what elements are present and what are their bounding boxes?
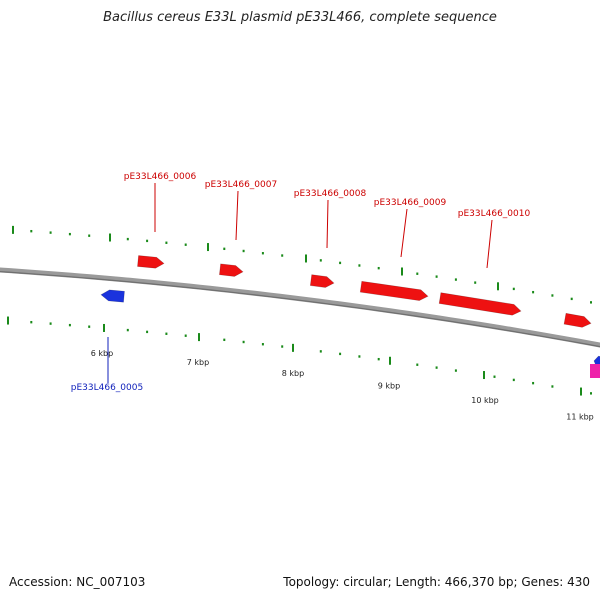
scale-label: 7 kbp bbox=[187, 358, 209, 367]
forward-gene-arrow[interactable] bbox=[309, 274, 335, 289]
gene-label[interactable]: pE33L466_0005 bbox=[71, 383, 143, 393]
gene-leader-line bbox=[400, 208, 408, 258]
scale-label: 6 kbp bbox=[91, 349, 113, 358]
forward-gene-arrow[interactable] bbox=[438, 292, 522, 317]
gene-label[interactable]: pE33L466_0009 bbox=[374, 198, 447, 208]
gene-leader-line bbox=[235, 190, 239, 241]
forward-gene-arrow[interactable] bbox=[563, 312, 592, 328]
gene-label[interactable]: pE33L466_0007 bbox=[205, 180, 277, 190]
accession-text: Accession: NC_007103 bbox=[9, 575, 146, 589]
pink-gene-block[interactable] bbox=[590, 364, 600, 378]
gene-leader-line bbox=[326, 199, 329, 249]
map-title: Bacillus cereus E33L plasmid pE33L466, c… bbox=[103, 10, 497, 25]
gene-label[interactable]: pE33L466_0006 bbox=[124, 172, 197, 182]
gene-label[interactable]: pE33L466_0008 bbox=[294, 189, 367, 199]
scale-label: 8 kbp bbox=[282, 369, 304, 378]
gene-leader-line bbox=[486, 219, 493, 269]
reverse-gene-arrow[interactable] bbox=[100, 289, 125, 303]
dna-backbone-shadow bbox=[0, 270, 600, 348]
topology-summary: Topology: circular; Length: 466,370 bp; … bbox=[283, 575, 590, 589]
dna-backbone bbox=[0, 267, 600, 348]
scale-label: 9 kbp bbox=[378, 382, 400, 391]
scale-label: 11 kbp bbox=[566, 412, 594, 421]
scale-label: 10 kbp bbox=[471, 396, 499, 405]
forward-gene-arrow[interactable] bbox=[219, 263, 244, 277]
gene-label[interactable]: pE33L466_0010 bbox=[458, 209, 531, 219]
forward-gene-arrow[interactable] bbox=[137, 255, 165, 269]
forward-gene-arrow[interactable] bbox=[359, 280, 429, 301]
